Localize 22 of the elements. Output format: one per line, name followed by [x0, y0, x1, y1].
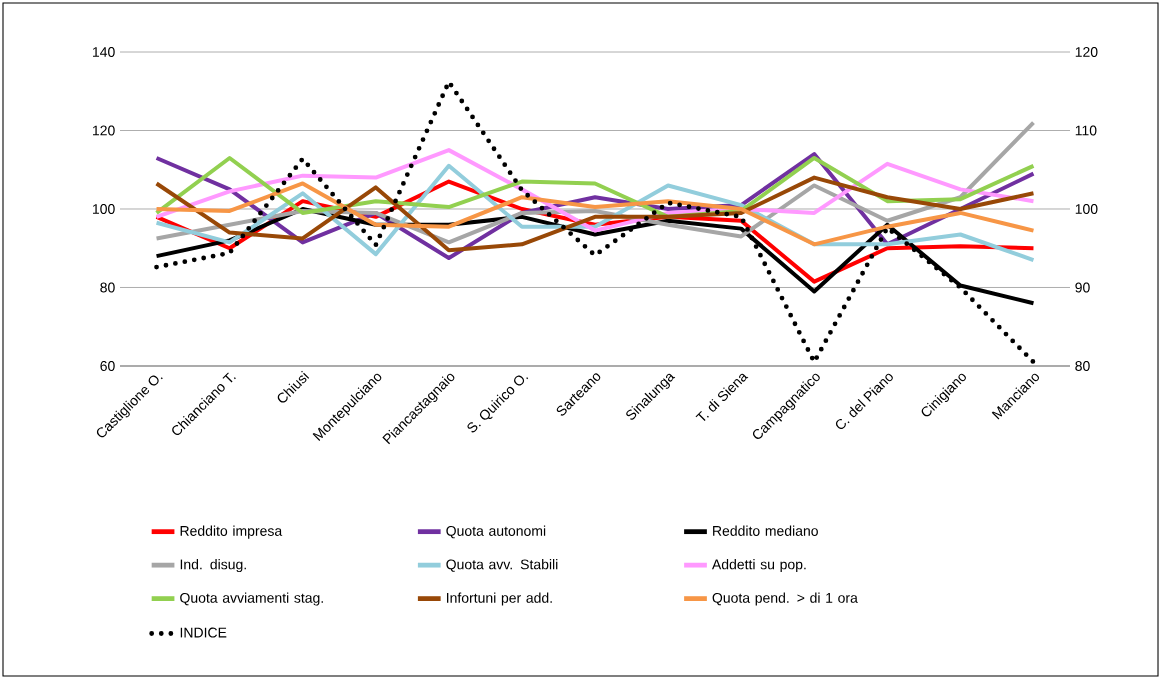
y2-tick-label: 110	[1075, 125, 1097, 136]
legend-label: Reddito impresa	[180, 525, 283, 539]
y2-tick-label: 90	[1075, 282, 1090, 293]
line-series	[154, 175, 1036, 253]
y2-tick-label: 100	[1075, 204, 1098, 214]
legend-label: Quota autonomi	[446, 525, 546, 539]
y-tick-label: 60	[100, 361, 115, 371]
y-tick-label: 80	[100, 282, 115, 293]
y-tick-label: 120	[93, 125, 115, 136]
y2-tick-label: 80	[1075, 361, 1090, 371]
legend-label: Infortuni per add.	[447, 592, 552, 606]
legend-label: Reddito mediano	[713, 525, 818, 536]
legend-label: Ind. disug.	[180, 559, 246, 573]
y-tick-label: 140	[93, 47, 115, 57]
y2-tick-label: 120	[1075, 47, 1098, 57]
legend-label: Quota avv. Stabili	[446, 559, 558, 572]
legend-label: Quota avviamenti stag.	[180, 592, 323, 606]
y-tick-label: 100	[93, 204, 115, 214]
line-series	[154, 181, 1036, 247]
legend-label: Addetti su pop.	[711, 559, 806, 573]
legend-label: Quota pend. > di 1 ora	[712, 592, 858, 606]
legend-label: INDICE	[180, 627, 227, 638]
